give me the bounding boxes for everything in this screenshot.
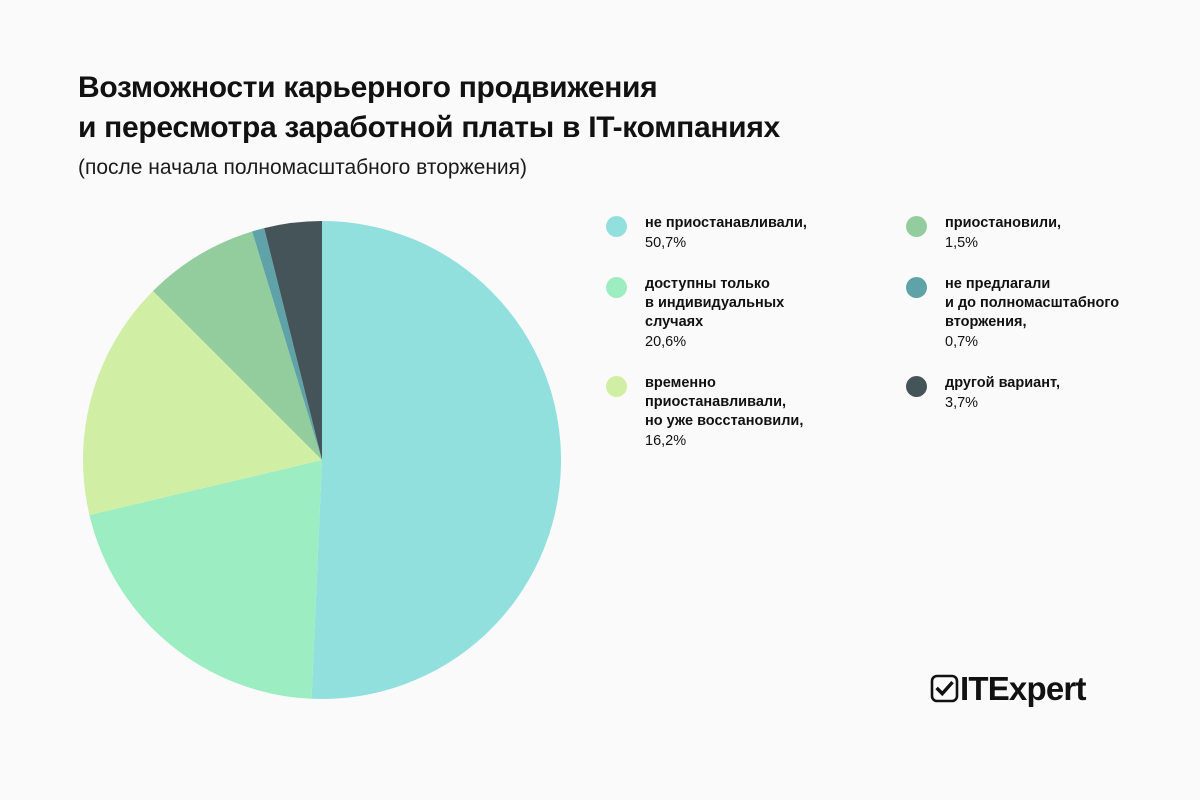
legend-color-swatch	[906, 216, 927, 237]
brand-logo-text: ITExpert	[960, 670, 1086, 707]
legend-item[interactable]: временно приостанавливали, но уже восста…	[606, 374, 906, 451]
pie-slice[interactable]	[153, 231, 322, 460]
pie-chart-svg	[82, 221, 562, 699]
page-title-line-2: и пересмотра заработной платы в IT-компа…	[78, 111, 780, 144]
legend-item-label: не приостанавливали,	[645, 215, 807, 231]
legend-text-block: временно приостанавливали, но уже восста…	[645, 374, 803, 451]
page-subtitle: (после начала полномасштабного вторжения…	[78, 156, 528, 179]
legend-item-value: 50,7%	[645, 235, 687, 251]
legend-item[interactable]: доступны только в индивидуальных случаях…	[606, 275, 906, 352]
legend-color-swatch	[606, 216, 627, 237]
legend-text-block: другой вариант, 3,7%	[945, 374, 1060, 413]
legend-item-label: другой вариант,	[945, 375, 1061, 391]
legend-column-right: приостановили, 1,5% не предлагали и до пол…	[906, 214, 1178, 435]
legend-item-label: приостановили,	[945, 215, 1062, 231]
legend-text-block: не приостанавливали, 50,7%	[645, 214, 807, 253]
checkbox-check-icon	[930, 674, 959, 703]
legend-item-label: не предлагали и до полномасштабного втор…	[945, 276, 1120, 330]
legend-item-value: 20,6%	[645, 334, 687, 350]
page-header: Возможности карьерного продвижения и пер…	[78, 68, 1078, 182]
legend-item-value: 16,2%	[645, 433, 687, 449]
pie-slice[interactable]	[82, 291, 323, 515]
legend-item-value: 0,7%	[945, 334, 979, 350]
legend-item-label: временно приостанавливали, но уже восста…	[645, 375, 804, 429]
legend-item[interactable]: не приостанавливали, 50,7%	[606, 214, 906, 253]
legend-color-swatch	[606, 277, 627, 298]
legend-item[interactable]: приостановили, 1,5%	[906, 214, 1178, 253]
legend-text-block: не предлагали и до полномасштабного втор…	[945, 275, 1119, 352]
legend-color-swatch	[606, 376, 627, 397]
legend-item-value: 1,5%	[945, 235, 979, 251]
legend-text-block: доступны только в индивидуальных случаях…	[645, 275, 784, 352]
page-title-line-1: Возможности карьерного продвижения	[78, 71, 658, 104]
legend-color-swatch	[906, 277, 927, 298]
pie-slice[interactable]	[89, 460, 322, 699]
legend-item-label: доступны только в индивидуальных случаях	[645, 276, 785, 330]
legend-color-swatch	[906, 376, 927, 397]
pie-slice-group	[82, 221, 562, 699]
pie-slice[interactable]	[311, 221, 562, 699]
pie-chart	[82, 220, 562, 700]
brand-logo: ITExpert	[930, 672, 1086, 705]
chart-legend: не приостанавливали, 50,7% доступны только…	[606, 214, 1178, 473]
pie-slice[interactable]	[252, 228, 322, 460]
legend-text-block: приостановили, 1,5%	[945, 214, 1061, 253]
legend-column-left: не приостанавливали, 50,7% доступны только…	[606, 214, 906, 473]
legend-item-value: 3,7%	[945, 395, 979, 411]
legend-item[interactable]: другой вариант, 3,7%	[906, 374, 1178, 413]
legend-item[interactable]: не предлагали и до полномасштабного втор…	[906, 275, 1178, 352]
pie-slice[interactable]	[264, 221, 322, 460]
